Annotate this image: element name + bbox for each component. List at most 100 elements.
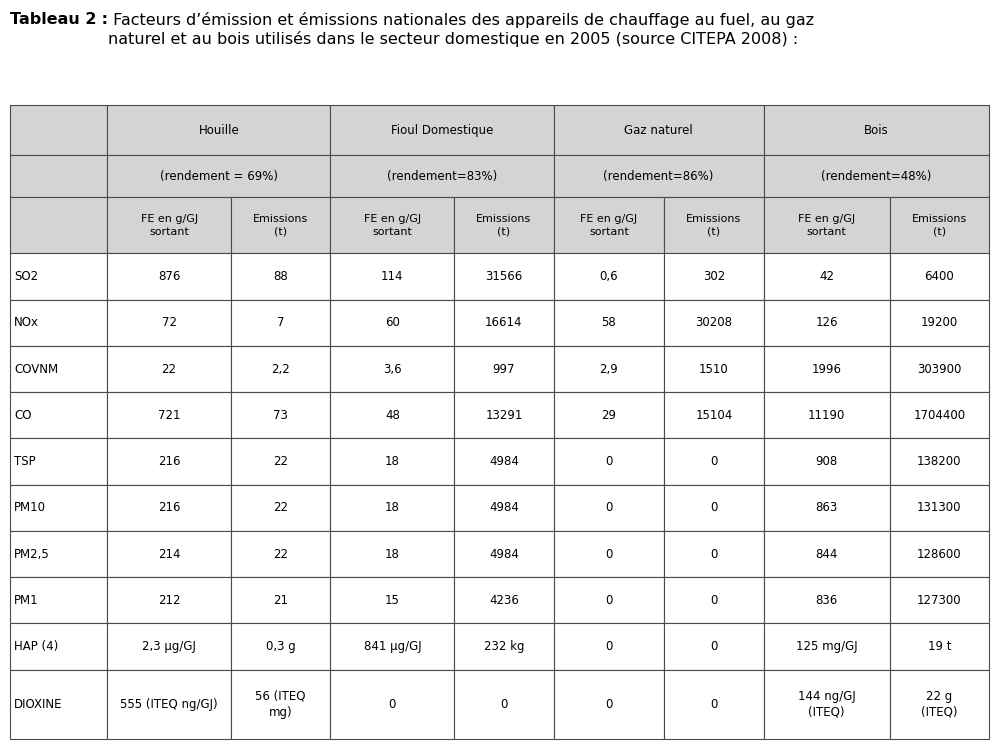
Bar bbox=[763, 197, 889, 253]
Bar bbox=[10, 669, 107, 739]
Bar bbox=[10, 346, 107, 392]
Text: 56 (ITEQ
mg): 56 (ITEQ mg) bbox=[256, 689, 306, 719]
Bar bbox=[889, 669, 989, 739]
Text: 4984: 4984 bbox=[489, 548, 518, 560]
Bar bbox=[553, 346, 664, 392]
Bar bbox=[10, 197, 107, 253]
Bar bbox=[331, 577, 455, 624]
Text: 11190: 11190 bbox=[808, 409, 845, 422]
Text: Houille: Houille bbox=[199, 123, 239, 137]
Bar bbox=[763, 438, 889, 485]
Text: 19 t: 19 t bbox=[927, 640, 951, 653]
Text: 22 g
(ITEQ): 22 g (ITEQ) bbox=[921, 689, 957, 719]
Bar bbox=[763, 392, 889, 438]
Bar bbox=[10, 577, 107, 624]
Text: 16614: 16614 bbox=[486, 316, 522, 329]
Bar bbox=[889, 577, 989, 624]
Bar bbox=[107, 392, 231, 438]
Bar bbox=[331, 346, 455, 392]
Text: 0: 0 bbox=[605, 501, 612, 514]
Text: 72: 72 bbox=[162, 316, 177, 329]
Text: 126: 126 bbox=[815, 316, 838, 329]
Text: (rendement=86%): (rendement=86%) bbox=[603, 170, 714, 183]
Bar bbox=[664, 438, 763, 485]
Bar bbox=[331, 438, 455, 485]
Bar bbox=[664, 669, 763, 739]
Bar bbox=[107, 197, 231, 253]
Text: CO: CO bbox=[14, 409, 32, 422]
Bar bbox=[231, 624, 331, 669]
Text: Bois: Bois bbox=[864, 123, 889, 137]
Bar bbox=[231, 346, 331, 392]
Text: Tableau 2: Tableau 2 bbox=[10, 12, 97, 27]
Bar bbox=[10, 438, 107, 485]
Bar bbox=[553, 669, 664, 739]
Text: 0: 0 bbox=[710, 501, 717, 514]
Text: 0: 0 bbox=[605, 640, 612, 653]
Bar bbox=[763, 669, 889, 739]
Text: :: : bbox=[97, 12, 109, 27]
Bar bbox=[889, 624, 989, 669]
Bar bbox=[455, 253, 553, 300]
Bar bbox=[455, 197, 553, 253]
Bar bbox=[455, 485, 553, 531]
Text: 0: 0 bbox=[605, 594, 612, 607]
Bar bbox=[889, 300, 989, 346]
Bar bbox=[10, 253, 107, 300]
Bar bbox=[455, 531, 553, 577]
Bar bbox=[889, 346, 989, 392]
Bar bbox=[331, 105, 553, 155]
Bar bbox=[10, 624, 107, 669]
Text: Emissions
(t): Emissions (t) bbox=[253, 214, 309, 237]
Text: 721: 721 bbox=[158, 409, 181, 422]
Text: Fioul Domestique: Fioul Domestique bbox=[391, 123, 494, 137]
Bar bbox=[763, 105, 989, 155]
Bar bbox=[331, 485, 455, 531]
Text: 302: 302 bbox=[702, 270, 725, 283]
Bar bbox=[231, 669, 331, 739]
Text: 31566: 31566 bbox=[486, 270, 522, 283]
Text: Emissions
(t): Emissions (t) bbox=[912, 214, 967, 237]
Text: 29: 29 bbox=[601, 409, 616, 422]
Text: Emissions
(t): Emissions (t) bbox=[477, 214, 531, 237]
Bar bbox=[231, 197, 331, 253]
Text: 4984: 4984 bbox=[489, 455, 518, 468]
Bar bbox=[889, 485, 989, 531]
Bar bbox=[231, 531, 331, 577]
Bar bbox=[553, 438, 664, 485]
Text: 841 μg/GJ: 841 μg/GJ bbox=[364, 640, 422, 653]
Text: FE en g/GJ
sortant: FE en g/GJ sortant bbox=[141, 214, 198, 237]
Text: 19200: 19200 bbox=[921, 316, 958, 329]
Bar bbox=[231, 577, 331, 624]
Bar bbox=[107, 346, 231, 392]
Text: 0,6: 0,6 bbox=[599, 270, 618, 283]
Bar bbox=[10, 155, 107, 197]
Text: 0,3 g: 0,3 g bbox=[266, 640, 296, 653]
Bar bbox=[553, 155, 763, 197]
Text: PM10: PM10 bbox=[14, 501, 46, 514]
Text: Facteurs d’émission et émissions nationales des appareils de chauffage au fuel, : Facteurs d’émission et émissions nationa… bbox=[109, 12, 814, 46]
Text: 0: 0 bbox=[710, 640, 717, 653]
Text: 114: 114 bbox=[381, 270, 404, 283]
Text: 127300: 127300 bbox=[917, 594, 962, 607]
Text: (rendement=83%): (rendement=83%) bbox=[387, 170, 498, 183]
Bar bbox=[763, 300, 889, 346]
Text: 30208: 30208 bbox=[695, 316, 732, 329]
Bar bbox=[331, 155, 553, 197]
Bar bbox=[455, 624, 553, 669]
Text: 0: 0 bbox=[710, 594, 717, 607]
Text: 131300: 131300 bbox=[917, 501, 961, 514]
Text: 4984: 4984 bbox=[489, 501, 518, 514]
Text: 0: 0 bbox=[605, 548, 612, 560]
Bar bbox=[664, 300, 763, 346]
Bar bbox=[10, 531, 107, 577]
Text: 58: 58 bbox=[601, 316, 616, 329]
Bar bbox=[664, 346, 763, 392]
Text: 125 mg/GJ: 125 mg/GJ bbox=[796, 640, 857, 653]
Bar bbox=[889, 197, 989, 253]
Bar bbox=[763, 346, 889, 392]
Bar bbox=[331, 531, 455, 577]
Bar bbox=[331, 392, 455, 438]
Text: 18: 18 bbox=[385, 548, 400, 560]
Bar bbox=[763, 531, 889, 577]
